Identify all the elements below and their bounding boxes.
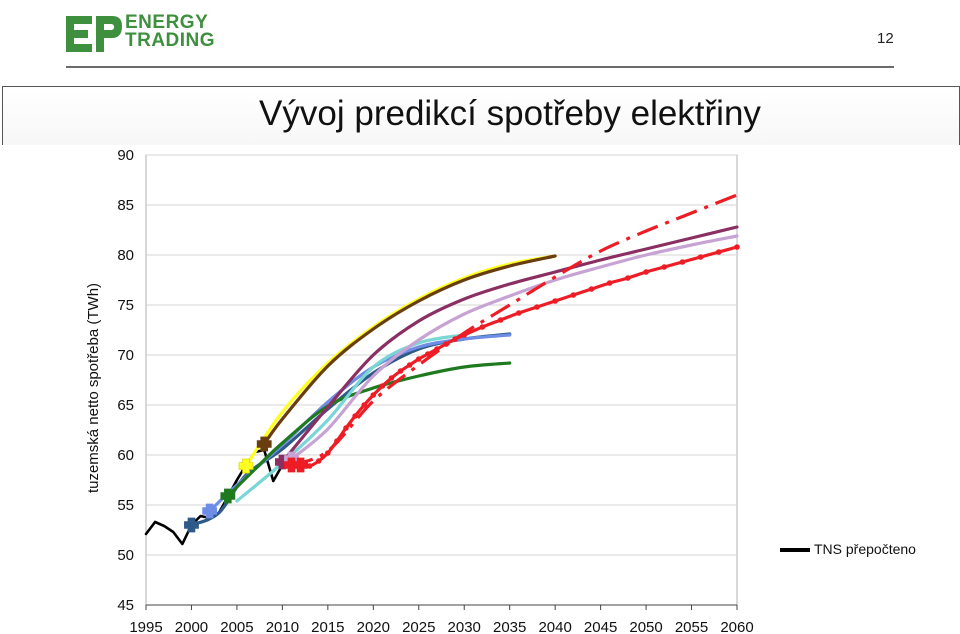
series-10-point-32: [716, 249, 722, 255]
series-10-point-2: [315, 458, 322, 464]
series-line-3: [226, 361, 512, 498]
y-tick-label-50: 50: [117, 547, 134, 564]
series-10-point-21: [515, 310, 522, 316]
series-line-7: [280, 225, 739, 464]
series-10-point-27: [625, 275, 631, 281]
grid-lines: [145, 154, 738, 606]
x-tick-label-1995: 1995: [129, 619, 162, 634]
series-line-5: [262, 254, 557, 446]
x-tick-label-2025: 2025: [402, 619, 435, 634]
x-tick-label-2050: 2050: [629, 619, 662, 634]
series-10-point-12: [406, 362, 413, 368]
series-10-point-10: [388, 375, 395, 381]
x-tick-label-2030: 2030: [448, 619, 481, 634]
y-tick-label-70: 70: [117, 347, 134, 364]
x-tick-label-2040: 2040: [538, 619, 571, 634]
header-divider: [66, 66, 894, 68]
axes: 45 50 55 60 65 70 75 80 85 90 1995 2000 2005 2010 2015…: [117, 147, 753, 634]
series-line-9: [290, 193, 738, 467]
page-number: 12: [877, 30, 894, 47]
x-tick-label-2000: 2000: [175, 619, 208, 634]
series-10-point-4: [334, 438, 340, 444]
series-10-point-30: [679, 259, 686, 265]
series-10-point-15: [434, 346, 440, 352]
series-10-point-28: [643, 269, 649, 275]
series-10-point-31: [697, 254, 704, 260]
series-4-start-marker: [238, 458, 254, 474]
series-10-point-9: [379, 383, 386, 389]
x-tick-label-2010: 2010: [266, 619, 299, 634]
y-tick-label-75: 75: [117, 297, 134, 314]
series-10-point-11: [397, 368, 404, 374]
x-tick-label-2060: 2060: [720, 619, 753, 634]
legend: TNS přepočteno: [780, 541, 916, 557]
x-tick-label-2035: 2035: [493, 619, 526, 634]
series-10-point-19: [479, 324, 486, 330]
y-tick-label-90: 90: [117, 147, 134, 164]
plot-area: [145, 154, 738, 606]
series-line-10: [298, 245, 739, 468]
x-tick-label-2015: 2015: [311, 619, 344, 634]
series-10-point-33: [734, 244, 740, 250]
series-10-point-25: [588, 286, 595, 292]
series-10-point-20: [497, 317, 504, 323]
series-1-start-marker: [184, 517, 199, 533]
series-10-point-18: [461, 332, 468, 338]
x-tick-label-2045: 2045: [584, 619, 617, 634]
marker-layer: [184, 244, 740, 533]
series-10-point-1: [306, 463, 313, 469]
series-10-point-13: [415, 356, 422, 362]
series-5-start-marker: [256, 436, 272, 452]
series-line-1: [189, 332, 512, 527]
legend-label-tns: TNS přepočteno: [814, 541, 916, 557]
series-line-4: [244, 254, 557, 468]
series-10-point-24: [570, 292, 577, 298]
series-2-start-marker: [202, 503, 218, 519]
x-tick-label-2005: 2005: [220, 619, 253, 634]
series-10-point-3: [325, 450, 331, 456]
x-tick-label-2020: 2020: [357, 619, 390, 634]
series-layer: [144, 193, 739, 546]
y-tick-label-60: 60: [117, 447, 134, 464]
x-tick-label-2055: 2055: [675, 619, 708, 634]
chart-title: Vývoj predikcí spotřeby elektřiny: [259, 94, 761, 133]
y-axis-label: tuzemská netto spotřeba (TWh): [85, 283, 102, 493]
y-tick-label-85: 85: [117, 197, 134, 214]
series-10-point-22: [534, 304, 540, 310]
series-10-point-6: [352, 413, 358, 419]
logo-line-1: ENERGY: [125, 12, 209, 33]
y-tick-label-80: 80: [117, 247, 134, 264]
title-frame: [2, 86, 960, 145]
series-10-point-16: [443, 341, 449, 347]
series-10-point-23: [552, 298, 558, 304]
series-10-point-7: [361, 402, 368, 408]
series-10-point-8: [370, 392, 377, 398]
energy-trading-logo: [66, 16, 122, 52]
series-10-point-14: [425, 351, 431, 357]
logo-wordmark: ENERGY TRADING: [125, 12, 216, 51]
series-10-point-5: [343, 425, 349, 431]
y-tick-label-55: 55: [117, 497, 134, 514]
y-tick-label-65: 65: [117, 397, 134, 414]
series-10-point-17: [452, 336, 458, 342]
series-10-point-29: [661, 264, 668, 270]
series-line-8: [289, 234, 739, 461]
logo-line-2: TRADING: [125, 30, 216, 51]
legend-swatch-tns: [780, 548, 810, 553]
series-10-point-26: [606, 280, 613, 286]
series-10-start-marker: [293, 457, 308, 473]
y-tick-label-45: 45: [117, 597, 134, 614]
series-3-start-marker: [220, 488, 236, 504]
